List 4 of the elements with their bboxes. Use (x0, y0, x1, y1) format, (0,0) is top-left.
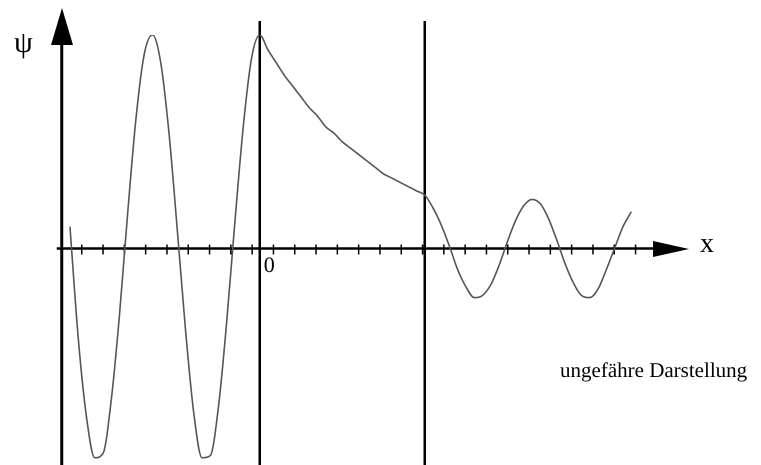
annotation: 0 (264, 252, 275, 278)
x-axis-title: x (700, 228, 714, 260)
y-axis-title: ψ (14, 26, 33, 60)
annotation: ungefähre Darstellung (560, 358, 748, 383)
